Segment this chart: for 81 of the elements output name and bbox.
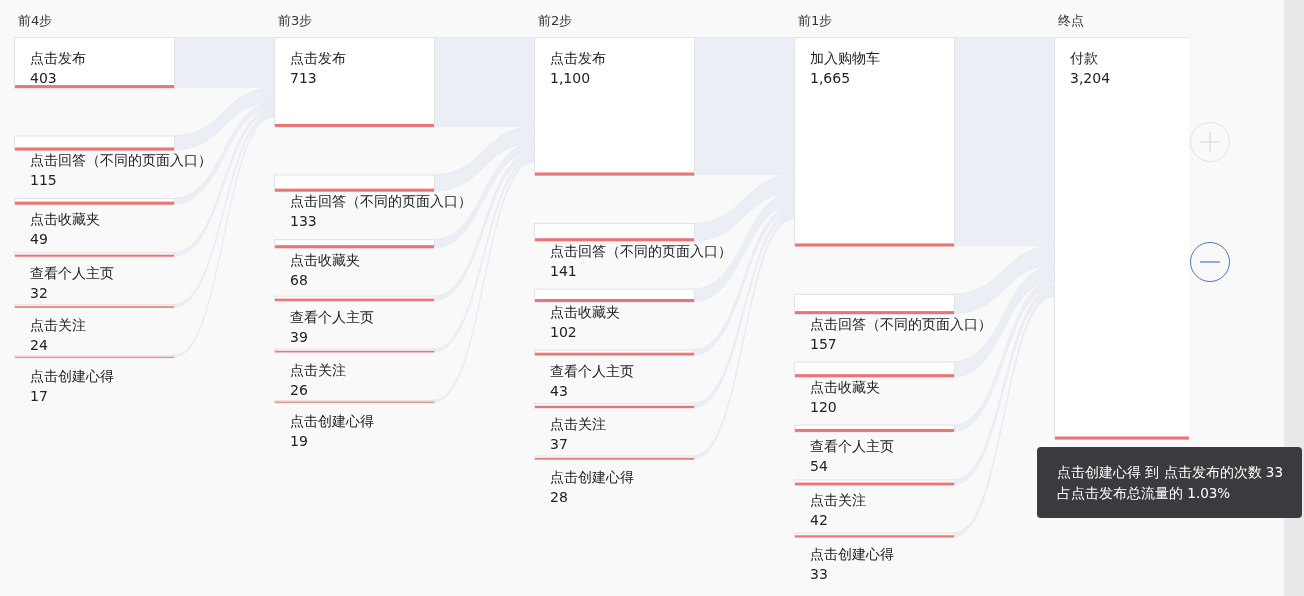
data-label: 120 [810, 398, 837, 415]
text: 前4步 [18, 12, 53, 28]
node: 点击创建心得 33 [794, 532, 955, 582]
data-label: 1,100 [550, 70, 591, 86]
data-label: 32 [30, 285, 48, 302]
text: 前2步 [538, 12, 573, 28]
tooltip: 点击创建心得 到 点击发布的次数 33 占点击发布总流量的 1.03% [1037, 447, 1302, 518]
node: 点击发布 713 [274, 37, 435, 128]
node: 点击回答（不同的页面入口） 115 [14, 135, 212, 188]
data-label: 141 [550, 262, 577, 279]
node: 点击创建心得 28 [534, 455, 695, 505]
category-label: 点击收藏夹 [550, 303, 620, 320]
node: 点击关注 26 [274, 348, 435, 398]
data-label: 28 [550, 488, 568, 505]
category-label: 点击关注 [550, 415, 606, 432]
node: 查看个人主页 43 [534, 349, 695, 399]
node: 点击创建心得 17 [14, 355, 175, 405]
category-label: 点击创建心得 [290, 412, 374, 429]
category-label: 点击关注 [290, 361, 346, 378]
data-label: 37 [550, 435, 568, 452]
category-label: 点击回答（不同的页面入口） [810, 315, 992, 332]
data-label: 133 [290, 213, 317, 230]
node: 点击收藏夹 120 [794, 361, 955, 415]
category-label: 查看个人主页 [290, 308, 374, 325]
data-label: 713 [290, 70, 317, 86]
category-label: 点击收藏夹 [290, 252, 360, 269]
category-label: 查看个人主页 [30, 265, 114, 282]
category-label: 点击收藏夹 [810, 378, 880, 395]
node: 点击关注 24 [14, 304, 175, 354]
data-label: 42 [810, 512, 828, 529]
node: 点击收藏夹 49 [14, 198, 175, 247]
category-label: 点击关注 [30, 317, 86, 334]
category-label: 点击回答（不同的页面入口） [550, 242, 732, 259]
data-label: 68 [290, 272, 308, 289]
node: 点击收藏夹 102 [534, 288, 695, 340]
node: 加入购物车 1,665 [794, 37, 955, 247]
node: 点击回答（不同的页面入口） 133 [274, 174, 472, 230]
category-label: 付款 [1069, 50, 1098, 66]
node: 点击发布 1,100 [534, 37, 695, 176]
node: 查看个人主页 32 [14, 252, 175, 302]
category-label: 点击创建心得 [30, 368, 114, 385]
data-label: 102 [550, 323, 577, 340]
data-label: 33 [810, 565, 828, 582]
category-label: 点击发布 [550, 50, 606, 66]
category-label: 加入购物车 [810, 50, 880, 66]
category-label: 查看个人主页 [550, 362, 634, 379]
node: 付款 3,204 [1054, 37, 1189, 440]
category-label: 点击发布 [30, 50, 86, 66]
data-label: 26 [290, 381, 308, 398]
data-label: 39 [290, 328, 308, 345]
node: 查看个人主页 39 [274, 295, 435, 345]
data-label: 24 [30, 337, 48, 354]
text: 终点 [1058, 12, 1084, 28]
category-label: 查看个人主页 [810, 437, 894, 454]
category-label: 点击回答（不同的页面入口） [30, 151, 212, 168]
node: 点击回答（不同的页面入口） 157 [794, 293, 992, 352]
node: 查看个人主页 54 [794, 424, 955, 474]
category-label: 点击创建心得 [550, 468, 634, 485]
data-label: 43 [550, 382, 568, 399]
text: 前3步 [278, 12, 313, 28]
category-label: 点击回答（不同的页面入口） [290, 193, 472, 210]
text: 前1步 [798, 12, 833, 28]
category-label: 点击创建心得 [810, 545, 894, 562]
data-label: 3,204 [1070, 70, 1111, 86]
node: 点击收藏夹 68 [274, 239, 435, 289]
data-label: 115 [30, 171, 57, 188]
category-label: 点击收藏夹 [30, 210, 100, 227]
node: 点击创建心得 19 [274, 399, 435, 449]
data-label: 1,665 [810, 70, 851, 86]
data-label: 49 [30, 230, 48, 247]
data-label: 19 [290, 432, 308, 449]
node: 点击关注 37 [534, 402, 695, 452]
node: 点击关注 42 [794, 479, 955, 529]
data-label: 17 [30, 388, 48, 405]
category-label: 点击发布 [290, 50, 346, 66]
node: 点击发布 403 [14, 37, 175, 89]
node: 点击回答（不同的页面入口） 141 [534, 223, 732, 279]
data-label: 54 [810, 457, 828, 474]
category-label: 点击关注 [810, 492, 866, 509]
data-label: 157 [810, 335, 837, 352]
data-label: 403 [30, 70, 57, 86]
